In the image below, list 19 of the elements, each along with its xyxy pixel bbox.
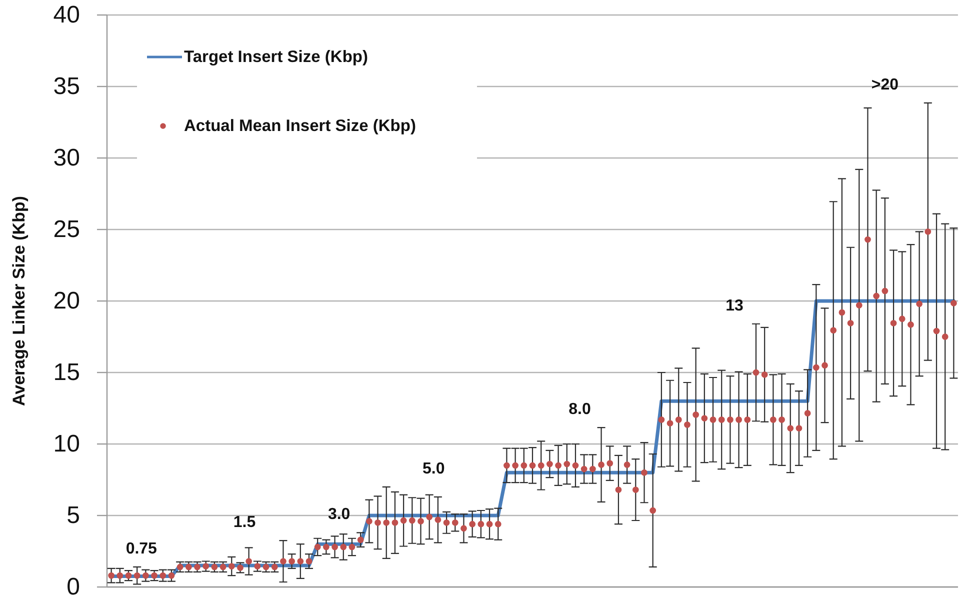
annotation: 3.0 — [328, 506, 350, 524]
y-axis-title: Average Linker Size (Kbp) — [10, 196, 28, 406]
y-tick-label: 10 — [53, 430, 80, 458]
legend-label: Target Insert Size (Kbp) — [184, 48, 368, 66]
y-tick-label: 20 — [53, 288, 80, 314]
y-tick-label: 0 — [66, 574, 80, 600]
y-tick-label: 35 — [53, 73, 80, 100]
legend-label: Actual Mean Insert Size (Kbp) — [184, 117, 416, 135]
annotation: 13 — [726, 297, 744, 314]
annotation: 5.0 — [422, 460, 445, 478]
annotation: 0.75 — [126, 540, 158, 558]
annotation: 8.0 — [568, 401, 591, 418]
y-tick-label: 25 — [53, 216, 80, 243]
y-tick-label: 30 — [53, 144, 80, 172]
y-tick-label: 5 — [66, 502, 80, 529]
annotation: 1.5 — [233, 514, 256, 532]
annotation: >20 — [871, 76, 899, 94]
y-tick-label: 40 — [53, 2, 80, 28]
y-tick-label: 15 — [53, 359, 80, 386]
